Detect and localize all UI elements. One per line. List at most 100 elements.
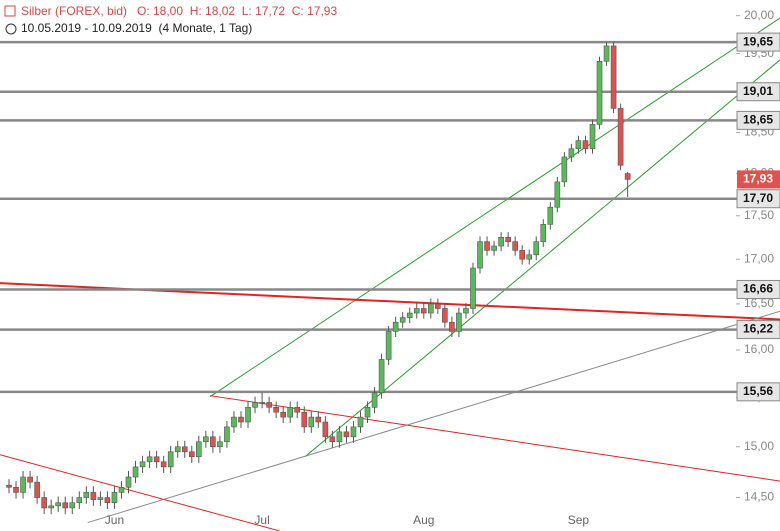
- trendline: [87, 310, 780, 524]
- level-label: 18,65: [743, 113, 773, 127]
- candle-body: [245, 407, 251, 423]
- level-label: 19,65: [743, 34, 773, 48]
- x-tick-label: Aug: [413, 513, 434, 527]
- candle-body: [364, 407, 371, 418]
- candle-body: [97, 497, 104, 500]
- candle-body: [308, 416, 315, 428]
- candle-body: [210, 436, 216, 448]
- y-tick-label: 15,00: [744, 439, 774, 453]
- candle-body: [406, 312, 413, 318]
- candle-body: [385, 331, 392, 360]
- x-tick-label: Jul: [254, 513, 269, 527]
- candle-body: [111, 492, 118, 504]
- candle-body: [83, 492, 90, 498]
- ohlc-text: O: 18,00 H: 18,02 L: 17,72 C: 17,93: [137, 4, 337, 18]
- trendline: [209, 395, 780, 482]
- level-label-box: [736, 110, 780, 130]
- level-label: 16,22: [743, 322, 773, 336]
- candle-body: [533, 241, 540, 256]
- level-label-box: [736, 189, 780, 209]
- candle-body: [582, 140, 589, 150]
- candle-body: [231, 416, 237, 428]
- level-label-box: [736, 82, 780, 102]
- candle-body: [329, 436, 336, 443]
- candle-body: [617, 108, 624, 166]
- candle-body: [442, 308, 448, 323]
- header-bg: [0, 0, 345, 38]
- candle-body: [62, 502, 69, 509]
- candle-body: [160, 461, 167, 468]
- candle-body: [449, 321, 455, 332]
- candle-body: [301, 411, 308, 428]
- candle-body: [519, 250, 525, 260]
- candle-body: [167, 451, 174, 468]
- candle-body: [399, 317, 406, 323]
- candle-body: [125, 476, 132, 488]
- candle-body: [203, 436, 209, 443]
- candle-body: [252, 402, 258, 408]
- y-tick-label: 20,00: [744, 8, 774, 22]
- y-tick-label: 16,00: [744, 342, 774, 356]
- candle-body: [139, 461, 146, 468]
- candle-body: [259, 402, 265, 404]
- candle-body: [6, 484, 12, 488]
- candle-body: [146, 456, 153, 463]
- candle-body: [27, 476, 33, 483]
- candle-body: [34, 481, 40, 498]
- level-label: 15,56: [743, 384, 773, 398]
- candle-body: [224, 426, 230, 443]
- candle-body: [371, 392, 378, 408]
- candle-body: [624, 173, 631, 180]
- candle-body: [41, 497, 47, 509]
- candle-body: [505, 237, 511, 242]
- candle-body: [610, 45, 617, 109]
- level-label-box: [736, 382, 780, 402]
- y-tick-label: 16,50: [744, 296, 774, 310]
- candle-body: [589, 124, 596, 150]
- candle-body: [498, 237, 504, 247]
- candle-body: [153, 456, 160, 463]
- candle-body: [575, 140, 582, 150]
- candle-body: [69, 502, 76, 509]
- subtitle: 10.05.2019 - 10.09.2019 (4 Monate, 1 Tag…: [21, 21, 252, 35]
- plot: JunJulAugSep14,5015,0015,5016,0016,5017,…: [0, 8, 780, 531]
- candle-body: [392, 321, 399, 332]
- candle-body: [456, 312, 462, 332]
- symbol-icon: [4, 5, 16, 17]
- candle-body: [547, 206, 554, 225]
- candle-body: [280, 411, 286, 418]
- candle-body: [20, 476, 26, 493]
- x-tick-label: Sep: [568, 513, 590, 527]
- candle-body: [512, 241, 518, 251]
- level-label-box: [736, 32, 780, 52]
- candle-body: [76, 497, 83, 504]
- candle-body: [273, 407, 279, 413]
- current-price-label: 17,93: [743, 172, 773, 186]
- level-label-box: [736, 279, 780, 299]
- level-label: 16,66: [743, 282, 773, 296]
- candle-body: [427, 303, 434, 314]
- candle-body: [322, 421, 329, 438]
- candle-body: [554, 181, 561, 208]
- candle-body: [118, 486, 125, 493]
- level-label: 17,70: [743, 191, 773, 205]
- candle-body: [357, 416, 364, 428]
- candle-body: [484, 241, 490, 251]
- candle-body: [188, 451, 195, 458]
- candle-body: [132, 466, 139, 478]
- y-tick-label: 14,50: [744, 490, 774, 504]
- candle-body: [561, 156, 568, 183]
- candle-body: [48, 505, 54, 509]
- trendline: [0, 454, 280, 531]
- candle-body: [13, 486, 19, 493]
- candle-body: [238, 416, 244, 423]
- candle-body: [596, 60, 603, 125]
- candle-body: [181, 446, 188, 453]
- candle-body: [315, 416, 322, 423]
- candle-body: [287, 407, 294, 418]
- y-tick-label: 17,50: [744, 208, 774, 222]
- candle-body: [470, 267, 476, 309]
- candle-body: [413, 308, 420, 314]
- candle-body: [540, 224, 547, 242]
